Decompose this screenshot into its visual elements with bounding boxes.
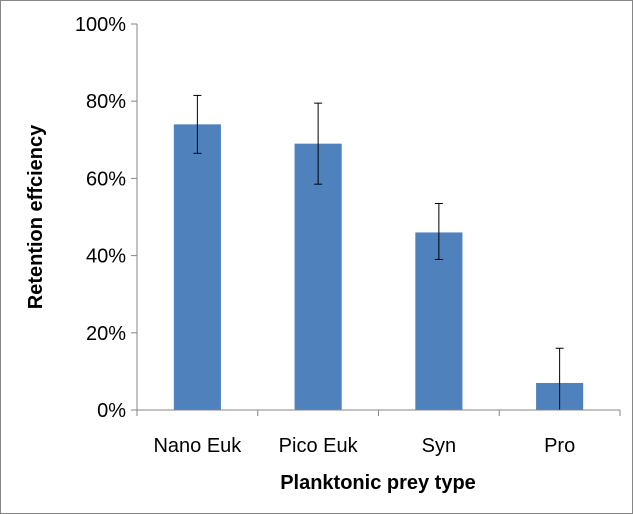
x-axis-tick-labels: Nano Euk Pico Euk Syn Pro xyxy=(136,410,621,457)
bar xyxy=(294,143,342,410)
x-axis-title: Planktonic prey type xyxy=(280,472,476,494)
y-axis-title: Retention effciency xyxy=(25,124,47,309)
y-tick-label: 0% xyxy=(97,400,126,422)
y-tick-label: 60% xyxy=(86,168,126,190)
bar xyxy=(173,124,221,411)
x-tick-label: Pro xyxy=(544,435,575,457)
y-tick-label: 40% xyxy=(86,246,126,268)
x-tick-label: Nano Euk xyxy=(153,435,242,457)
y-axis-ticks: 0% 20% 40% 60% 80% 100% xyxy=(75,14,137,422)
y-tick-label: 80% xyxy=(86,91,126,113)
bar xyxy=(415,232,463,410)
bars xyxy=(173,124,584,411)
x-tick-label: Pico Euk xyxy=(279,435,359,457)
y-tick-label: 100% xyxy=(75,14,126,36)
y-tick-label: 20% xyxy=(86,323,126,345)
error-bars xyxy=(193,94,564,410)
x-tick-label: Syn xyxy=(422,435,456,457)
